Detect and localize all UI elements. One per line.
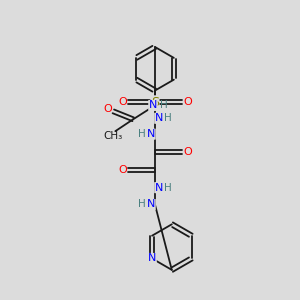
- Text: H: H: [138, 200, 146, 209]
- Text: H: H: [138, 129, 146, 139]
- Text: N: N: [147, 129, 155, 139]
- Text: CH₃: CH₃: [104, 131, 123, 141]
- Text: N: N: [147, 200, 155, 209]
- Text: O: O: [118, 98, 127, 107]
- Text: N: N: [155, 183, 163, 193]
- Text: O: O: [183, 147, 192, 157]
- Text: S: S: [151, 96, 159, 109]
- Text: H: H: [160, 100, 168, 110]
- Text: H: H: [164, 113, 172, 123]
- Text: O: O: [118, 165, 127, 175]
- Text: O: O: [103, 104, 112, 114]
- Text: N: N: [155, 113, 163, 123]
- Text: H: H: [164, 183, 172, 193]
- Text: N: N: [149, 100, 157, 110]
- Text: N: N: [148, 254, 156, 263]
- Text: O: O: [183, 98, 192, 107]
